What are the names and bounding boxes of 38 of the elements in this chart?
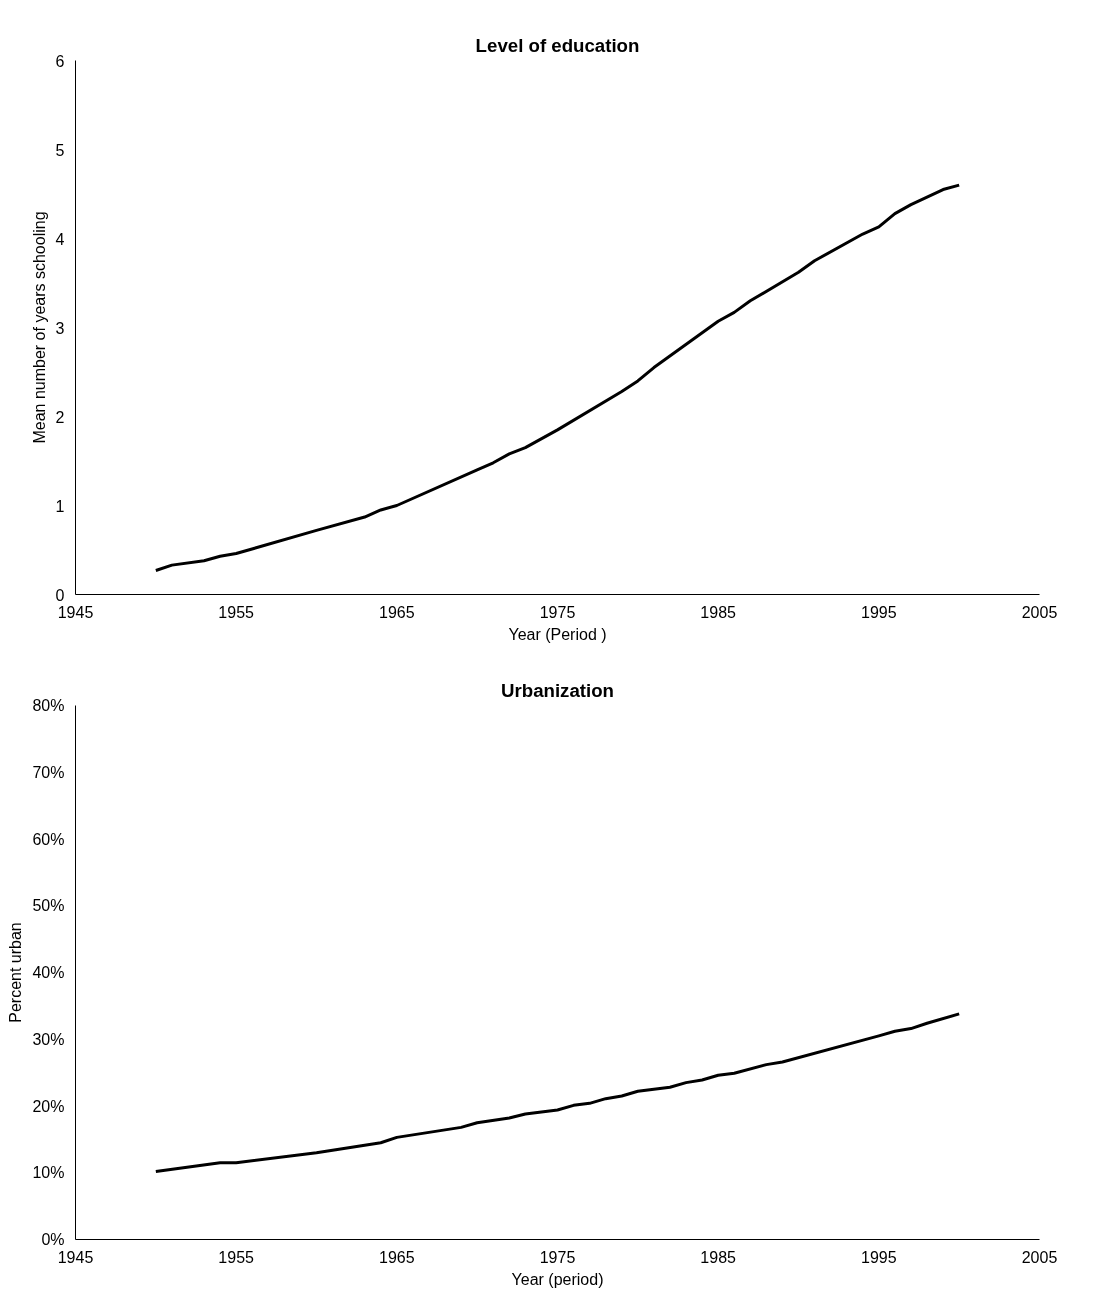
- x-tick-label: 2005: [1021, 603, 1058, 621]
- y-tick-label: 70%: [32, 763, 65, 781]
- x-tick-label: 1965: [379, 603, 415, 621]
- y-tick-label: 20%: [32, 1097, 65, 1115]
- y-tick-label: 0: [55, 586, 65, 604]
- x-tick-label: 1945: [57, 603, 94, 621]
- y-tick-label: 50%: [32, 897, 65, 915]
- y-tick-label: 4: [55, 230, 65, 248]
- y-tick-label: 40%: [32, 964, 65, 981]
- x-tick-label: 1995: [861, 1248, 897, 1266]
- y-tick-label: 0%: [41, 1231, 65, 1248]
- y-tick-label: 6: [55, 52, 65, 70]
- line-series: [154, 183, 961, 572]
- x-tick-label: 1955: [218, 1248, 255, 1266]
- x-axis-title: Year (Period ): [508, 625, 607, 643]
- y-tick-label: 3: [55, 319, 65, 337]
- x-axis-title: Year (period): [511, 1270, 604, 1288]
- x-tick-label: 1955: [218, 603, 255, 621]
- x-tick-label: 1965: [379, 1248, 415, 1266]
- x-tick-label: 1945: [57, 1248, 94, 1266]
- x-tick-label: 1975: [539, 1248, 576, 1266]
- y-tick-label: 5: [55, 141, 65, 159]
- x-tick-label: 1995: [861, 603, 897, 621]
- y-tick-label: 30%: [32, 1030, 65, 1048]
- y-tick-label: 10%: [32, 1164, 65, 1182]
- x-tick-label: 1975: [539, 603, 576, 621]
- y-tick-label: 2: [55, 408, 65, 426]
- x-tick-label: 1985: [700, 603, 737, 621]
- x-tick-label: 1985: [700, 1248, 737, 1266]
- y-tick-label: 1: [55, 497, 65, 515]
- y-axis-title: Percent urban: [7, 922, 25, 1023]
- y-tick-label: 80%: [32, 697, 65, 714]
- x-tick-label: 2005: [1021, 1248, 1058, 1266]
- y-axis-title: Mean number of years schooling: [30, 211, 48, 444]
- y-tick-label: 60%: [32, 830, 65, 848]
- chart-title: Urbanization: [501, 679, 614, 701]
- line-series: [154, 1012, 961, 1173]
- chart-title: Level of education: [475, 34, 640, 56]
